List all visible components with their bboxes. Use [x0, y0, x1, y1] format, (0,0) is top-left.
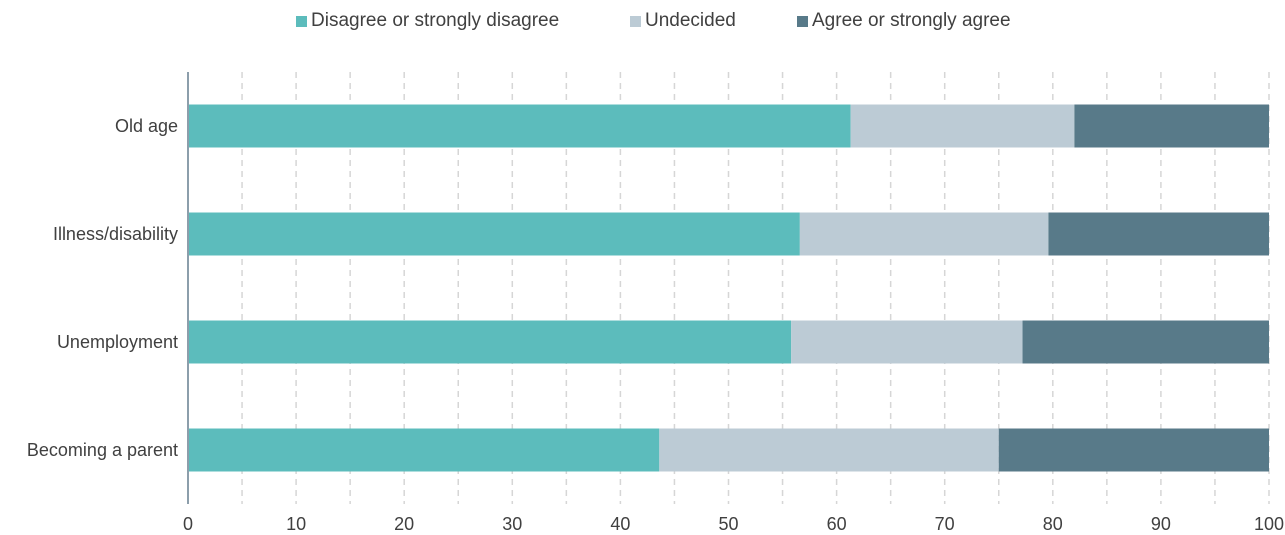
legend-item-disagree: Disagree or strongly disagree: [296, 10, 559, 32]
legend-label-agree: Agree or strongly agree: [812, 10, 1011, 31]
bar-segment: [1074, 104, 1269, 148]
category-label: Becoming a parent: [27, 440, 178, 460]
x-tick-label: 10: [286, 514, 306, 534]
bar-segment: [188, 104, 851, 148]
legend-swatch-undecided: [630, 15, 641, 27]
x-tick-label: 30: [502, 514, 522, 534]
bar-segment: [799, 212, 1049, 256]
bar-segment: [1022, 320, 1269, 364]
x-tick-label: 0: [183, 514, 193, 534]
bar-segment: [188, 320, 792, 364]
legend-item-agree: Agree or strongly agree: [797, 10, 1011, 32]
bar-segment: [850, 104, 1075, 148]
legend-label-undecided: Undecided: [645, 10, 736, 31]
bar-segment: [188, 428, 660, 472]
legend: Disagree or strongly disagree Undecided …: [0, 10, 1285, 36]
x-tick-label: 100: [1254, 514, 1284, 534]
x-tick-label: 70: [935, 514, 955, 534]
x-tick-label: 60: [827, 514, 847, 534]
bar-segment: [659, 428, 999, 472]
x-tick-label: 80: [1043, 514, 1063, 534]
bar-segment: [1048, 212, 1269, 256]
category-label: Old age: [115, 116, 178, 136]
legend-label-disagree: Disagree or strongly disagree: [311, 10, 560, 31]
legend-item-undecided: Undecided: [630, 10, 736, 32]
bar-segment: [791, 320, 1023, 364]
bar-segment: [998, 428, 1269, 472]
legend-swatch-agree: [797, 15, 808, 27]
x-tick-label: 40: [610, 514, 630, 534]
x-tick-label: 50: [718, 514, 738, 534]
x-tick-label: 20: [394, 514, 414, 534]
category-label: Illness/disability: [53, 224, 178, 244]
bar-segment: [188, 212, 800, 256]
category-label: Unemployment: [57, 332, 178, 352]
x-tick-label: 90: [1151, 514, 1171, 534]
legend-swatch-disagree: [296, 15, 307, 27]
